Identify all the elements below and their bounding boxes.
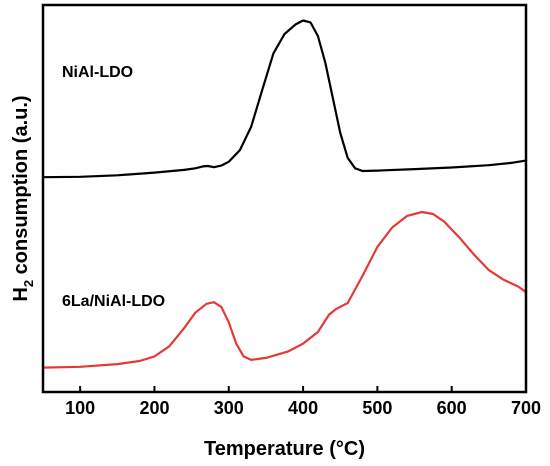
x-axis-tick-labels: 100 200 300 400 500 600 700 [65, 398, 541, 418]
series-labels: NiAl-LDO 6La/NiAl-LDO [62, 64, 165, 310]
x-tick-label: 700 [511, 398, 541, 418]
series-label-nial-ldo: NiAl-LDO [62, 64, 133, 81]
x-tick-label: 200 [139, 398, 169, 418]
y-axis-title-subscript: 2 [21, 280, 36, 287]
x-tick-label: 300 [214, 398, 244, 418]
plot-area: 100 200 300 400 500 600 700 NiAl-LDO 6La/NiAl-L… [41, 3, 541, 418]
x-tick-label: 100 [65, 398, 95, 418]
y-axis-title-rest: consumption (a.u.) [10, 95, 32, 279]
x-tick-label: 600 [437, 398, 467, 418]
y-axis-title-main: H [10, 287, 32, 301]
y-axis-title: H2 consumption (a.u.) [10, 95, 36, 301]
x-axis-ticks [79, 386, 527, 392]
x-tick-label: 500 [362, 398, 392, 418]
series-line-nial-ldo [41, 19, 528, 179]
x-tick-label: 400 [288, 398, 318, 418]
series-line-6la-nial-ldo [41, 210, 528, 369]
series-layer [41, 19, 528, 369]
plot-frame [41, 3, 528, 394]
series-label-6la-nial-ldo: 6La/NiAl-LDO [62, 293, 165, 310]
x-axis-title: Temperature (°C) [204, 438, 365, 460]
